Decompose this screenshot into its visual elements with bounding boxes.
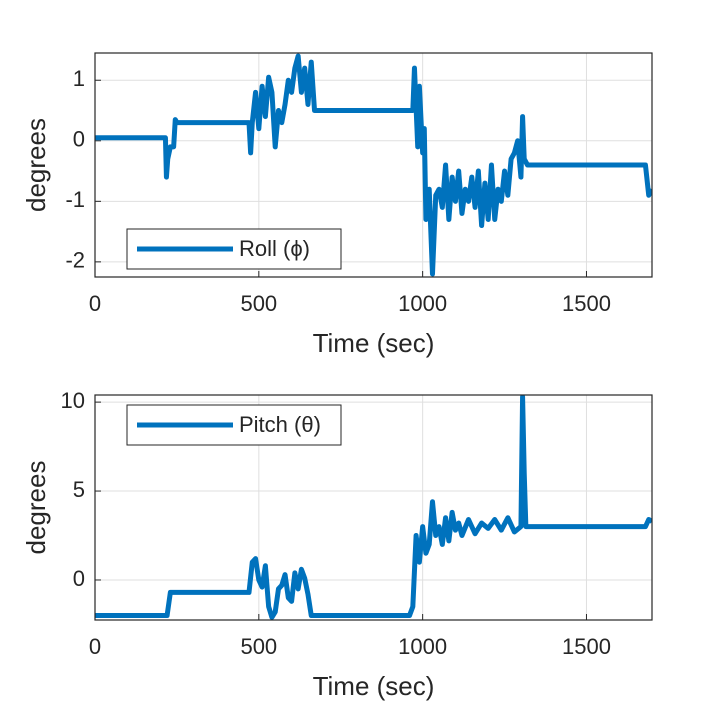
data-line: [95, 395, 652, 620]
x-tick-label: 1000: [398, 291, 447, 316]
x-tick-label: 500: [240, 634, 277, 659]
y-tick-label: 1: [73, 66, 85, 91]
x-tick-label: 0: [89, 291, 101, 316]
legend-label: Pitch (θ): [239, 412, 321, 437]
x-tick-label: 0: [89, 634, 101, 659]
y-tick-label: 10: [61, 388, 85, 413]
y-tick-label: -2: [65, 248, 85, 273]
y-tick-label: 0: [73, 127, 85, 152]
legend-label: Roll (ϕ): [239, 236, 310, 261]
x-tick-label: 1500: [562, 634, 611, 659]
y-axis-label: degrees: [21, 118, 51, 212]
y-tick-label: 5: [73, 477, 85, 502]
y-tick-label: -1: [65, 187, 85, 212]
y-axis-label: degrees: [21, 461, 51, 555]
x-axis-label: Time (sec): [313, 671, 435, 701]
axes-box: [94, 394, 653, 621]
axes-box: [94, 52, 653, 278]
data-line: [95, 53, 652, 277]
x-tick-label: 1500: [562, 291, 611, 316]
x-tick-label: 1000: [398, 634, 447, 659]
subplot: 0 500 1000 1500 0 5 10 Time (sec) degrees Pitch (…: [21, 388, 653, 701]
x-axis-label: Time (sec): [313, 328, 435, 358]
y-tick-label: 0: [73, 566, 85, 591]
x-tick-label: 500: [240, 291, 277, 316]
subplot: 0 500 1000 1500 -2 -1 0 1 Time (sec) degrees Roll …: [21, 52, 653, 358]
